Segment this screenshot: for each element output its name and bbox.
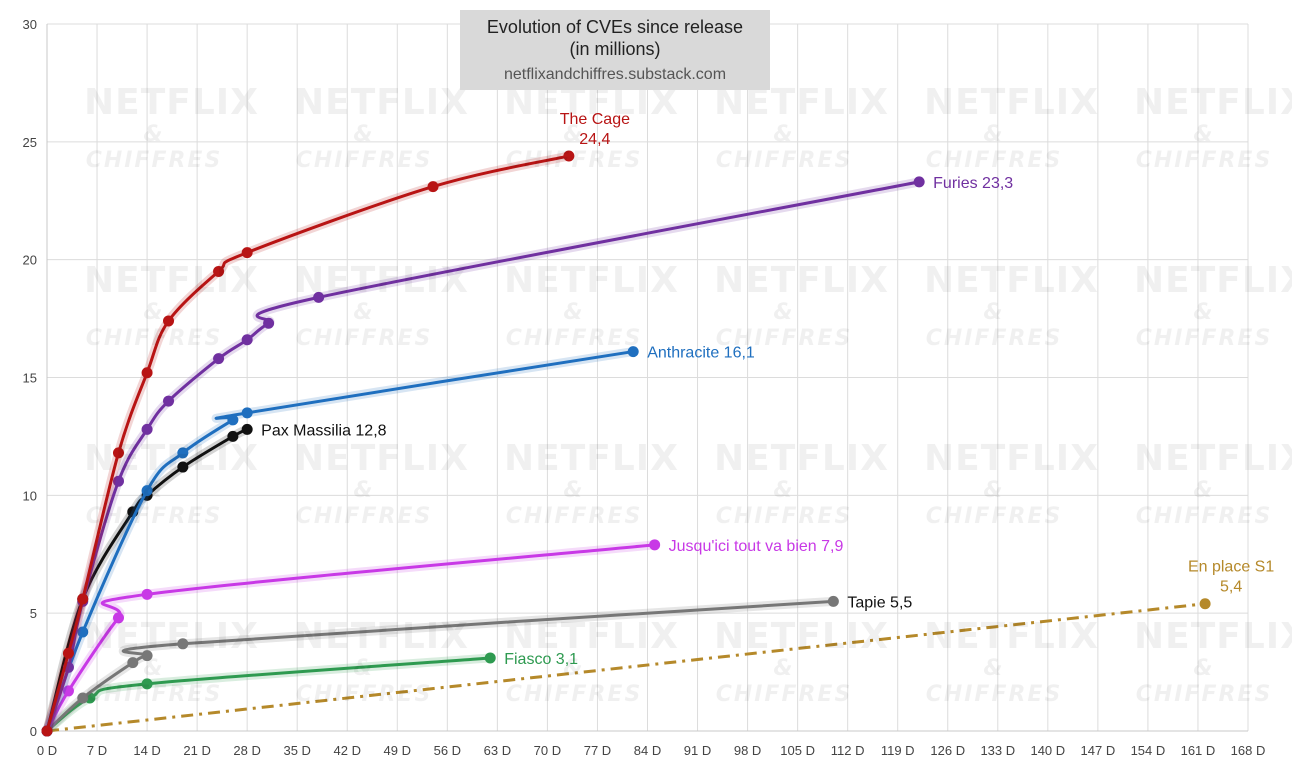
y-tick-label: 5	[30, 606, 37, 621]
data-point	[177, 461, 189, 473]
x-tick-label: 147 D	[1081, 743, 1116, 758]
data-point	[263, 317, 275, 329]
data-point	[141, 485, 153, 497]
data-point	[127, 657, 139, 669]
data-point	[177, 638, 189, 650]
series-label: Fiasco 3,1	[504, 651, 578, 668]
data-point	[213, 265, 225, 277]
x-tick-label: 49 D	[384, 743, 411, 758]
data-point	[627, 346, 639, 358]
data-point	[227, 430, 239, 442]
data-point	[241, 407, 253, 419]
series-label: En place S1	[1188, 559, 1274, 576]
x-tick-label: 21 D	[183, 743, 210, 758]
series	[41, 595, 839, 737]
series	[41, 539, 661, 737]
x-tick-label: 84 D	[634, 743, 661, 758]
data-point	[827, 595, 839, 607]
data-point	[241, 423, 253, 435]
data-point	[227, 414, 239, 426]
data-point	[112, 475, 124, 487]
data-point	[913, 176, 925, 188]
data-point	[77, 692, 89, 704]
x-tick-label: 140 D	[1030, 743, 1065, 758]
x-tick-label: 161 D	[1181, 743, 1216, 758]
x-tick-label: 63 D	[484, 743, 511, 758]
data-point	[41, 725, 53, 737]
y-tick-label: 0	[30, 724, 37, 739]
series-line	[45, 599, 835, 733]
data-point	[241, 334, 253, 346]
series-label: 24,4	[579, 131, 610, 148]
data-point	[484, 652, 496, 664]
chart-title-box: Evolution of CVEs since release (in mill…	[460, 10, 770, 90]
series-line	[45, 154, 571, 733]
data-point	[177, 447, 189, 459]
x-tick-label: 112 D	[831, 743, 865, 758]
data-point	[163, 395, 175, 407]
data-point	[141, 678, 153, 690]
data-point	[141, 650, 153, 662]
x-tick-label: 105 D	[780, 743, 815, 758]
data-point	[213, 353, 225, 365]
x-tick-label: 70 D	[534, 743, 561, 758]
chart-subtitle: (in millions)	[569, 39, 661, 59]
series-label: The Cage	[560, 111, 630, 128]
y-tick-label: 15	[23, 371, 37, 386]
data-point	[1199, 598, 1211, 610]
data-point	[141, 423, 153, 435]
series-label: Tapie 5,5	[847, 594, 912, 611]
data-point	[163, 315, 175, 327]
series-labels: En place S1 5,4 Fiasco 3,1 Tapie 5,5 Jusqu'i…	[261, 111, 1274, 668]
series-group	[41, 150, 1211, 737]
x-tick-label: 91 D	[684, 743, 711, 758]
y-tick-label: 25	[23, 135, 37, 150]
data-point	[649, 539, 661, 551]
x-tick-label: 154 D	[1131, 743, 1166, 758]
series	[41, 150, 575, 737]
x-tick-label: 56 D	[434, 743, 461, 758]
x-tick-label: 119 D	[881, 743, 915, 758]
data-point	[427, 181, 439, 193]
y-axis-ticks: 0 5 10 15 20 25 30	[23, 17, 37, 739]
x-tick-label: 14 D	[133, 743, 160, 758]
data-point	[112, 612, 124, 624]
chart-title: Evolution of CVEs since release	[486, 17, 744, 37]
data-point	[112, 447, 124, 459]
series-label: Furies 23,3	[933, 175, 1013, 192]
data-point	[62, 647, 74, 659]
x-tick-label: 133 D	[980, 743, 1015, 758]
data-point	[141, 588, 153, 600]
series-label: 5,4	[1220, 579, 1242, 596]
data-point	[241, 247, 253, 259]
x-tick-label: 98 D	[734, 743, 761, 758]
data-point	[313, 291, 325, 303]
x-axis-ticks: 0 D 7 D 14 D 21 D 28 D 35 D 42 D 49 D 56 D 63 D 70…	[37, 743, 1265, 758]
x-tick-label: 126 D	[930, 743, 965, 758]
data-point	[77, 593, 89, 605]
data-point	[563, 150, 575, 162]
series-label: Anthracite 16,1	[647, 345, 755, 362]
y-tick-label: 20	[23, 253, 37, 268]
axes	[46, 24, 1248, 732]
x-tick-label: 28 D	[233, 743, 260, 758]
x-tick-label: 77 D	[584, 743, 611, 758]
x-tick-label: 0 D	[37, 743, 57, 758]
x-tick-label: 35 D	[283, 743, 310, 758]
y-tick-label: 30	[23, 17, 37, 32]
series-label: Pax Massilia 12,8	[261, 422, 386, 439]
data-point	[62, 685, 74, 697]
series-label: Jusqu'ici tout va bien 7,9	[669, 538, 844, 555]
x-tick-label: 42 D	[334, 743, 361, 758]
x-tick-label: 168 D	[1231, 743, 1266, 758]
series	[46, 598, 1211, 733]
data-point	[77, 626, 89, 638]
chart-source: netflixandchiffres.substack.com	[503, 66, 727, 83]
x-tick-label: 7 D	[87, 743, 107, 758]
series-line	[46, 602, 1206, 733]
y-tick-label: 10	[23, 488, 37, 503]
data-point	[141, 367, 153, 379]
